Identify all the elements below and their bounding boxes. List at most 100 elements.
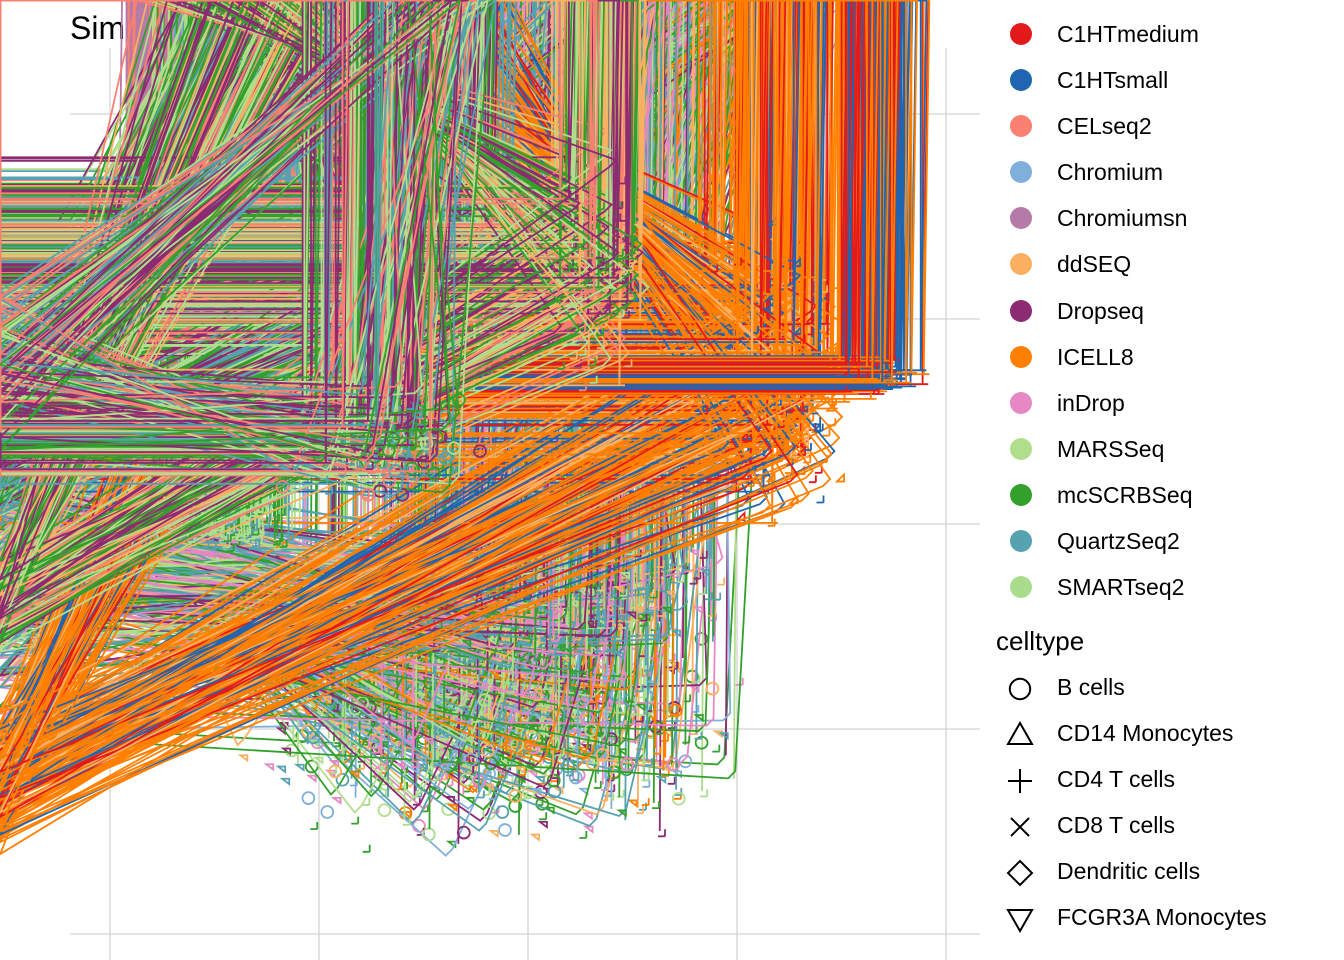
- scatter-point: [539, 748, 551, 757]
- scatter-point: [692, 675, 701, 684]
- scatter-point: [692, 606, 704, 615]
- scatter-point: [491, 724, 503, 733]
- scatter-point: [459, 772, 474, 787]
- scatter-point: [616, 789, 625, 798]
- scatter-point: [310, 822, 319, 830]
- scatter-point: [237, 754, 249, 763]
- scatter-point: [670, 629, 681, 638]
- scatter-point: [463, 797, 475, 806]
- scatter-point: [478, 656, 487, 665]
- scatter-point: [458, 706, 469, 715]
- scatter-point: [529, 833, 540, 842]
- scatter-point: [498, 823, 512, 837]
- scatter-point: [834, 472, 845, 483]
- scatter-point: [533, 619, 542, 628]
- scatter-point: [579, 831, 588, 839]
- scatter-point: [508, 789, 523, 803]
- scatter-point: [410, 725, 424, 740]
- scatter-point: [707, 608, 716, 617]
- scatter-point: [597, 583, 606, 592]
- scatter-point: [666, 757, 681, 772]
- scatter-point: [422, 737, 434, 746]
- scatter-point: [571, 773, 580, 782]
- scatter-point: [718, 732, 729, 741]
- scatter-point: [553, 604, 562, 613]
- scatter-point: [564, 742, 575, 751]
- scatter-point: [688, 685, 700, 694]
- scatter-point: [477, 693, 492, 708]
- scatter-point: [328, 764, 343, 779]
- scatter-point: [263, 763, 275, 772]
- scatter-point: [816, 495, 825, 504]
- scatter-point: [652, 721, 667, 736]
- scatter-point: [666, 662, 675, 671]
- scatter-point: [524, 739, 536, 748]
- scatter-point: [568, 770, 583, 785]
- scatter-point: [507, 753, 516, 762]
- scatter-point: [275, 765, 287, 774]
- scatter-point: [525, 607, 534, 616]
- scatter-point: [301, 791, 316, 805]
- scatter-point: [625, 611, 637, 620]
- scatter-point: [483, 783, 494, 792]
- scatter-point: [394, 762, 406, 771]
- scatter-point: [351, 816, 360, 825]
- scatter-point: [466, 785, 478, 794]
- scatter-point: [580, 671, 589, 680]
- scatter-point: [446, 804, 458, 813]
- scatter-point: [619, 572, 631, 581]
- scatter-point: [293, 763, 305, 772]
- scatter-point: [682, 735, 691, 744]
- scatter-point: [328, 760, 340, 769]
- scatter-point: [546, 773, 561, 788]
- scatter-point: [667, 776, 676, 785]
- scatter-point: [460, 748, 472, 757]
- scatter-point: [514, 766, 526, 775]
- scatter-point: [306, 730, 321, 745]
- scatter-point: [671, 770, 683, 779]
- scatter-point: [612, 585, 624, 594]
- scatter-point: [537, 820, 548, 829]
- scatter-point: [539, 812, 548, 821]
- scatter-point: [603, 793, 615, 802]
- scatter-point: [377, 741, 389, 750]
- scatter-point: [671, 791, 686, 806]
- scatter-point: [367, 735, 382, 750]
- scatter-point: [320, 696, 332, 705]
- scatter-point: [694, 631, 709, 646]
- scatter-point: [598, 655, 607, 664]
- scatter-point: [699, 569, 710, 578]
- scatter-point: [614, 614, 625, 623]
- scatter-point: [494, 768, 506, 777]
- scatter-point: [713, 592, 722, 601]
- scatter-point: [438, 730, 449, 739]
- scatter-point: [655, 647, 664, 656]
- scatter-point: [550, 708, 565, 722]
- scatter-point: [616, 809, 627, 818]
- scatter-point: [668, 661, 680, 670]
- scatter-point: [530, 746, 539, 754]
- scatter-point: [632, 606, 644, 615]
- scatter-point: [668, 703, 683, 718]
- scatter-point: [460, 639, 472, 648]
- scatter-point: [567, 600, 578, 609]
- scatter-points: [0, 0, 931, 857]
- scatter-point: [606, 642, 615, 651]
- scatter-point: [578, 641, 587, 650]
- scatter-point: [660, 606, 672, 615]
- scatter-point: [320, 805, 335, 819]
- scatter-point: [534, 776, 545, 785]
- scatter-point: [400, 811, 412, 820]
- scatter-point: [444, 795, 455, 804]
- scatter-point: [612, 599, 621, 608]
- scatter-point: [705, 681, 720, 696]
- scatter-point: [619, 588, 628, 597]
- scatter-point: [664, 666, 675, 675]
- scatter-plot: [0, 0, 980, 960]
- scatter-point: [582, 812, 593, 821]
- scatter-point: [583, 588, 594, 597]
- scatter-point: [699, 550, 708, 559]
- scatter-point: [634, 703, 646, 712]
- scatter-point: [697, 587, 706, 595]
- scatter-point: [578, 627, 587, 635]
